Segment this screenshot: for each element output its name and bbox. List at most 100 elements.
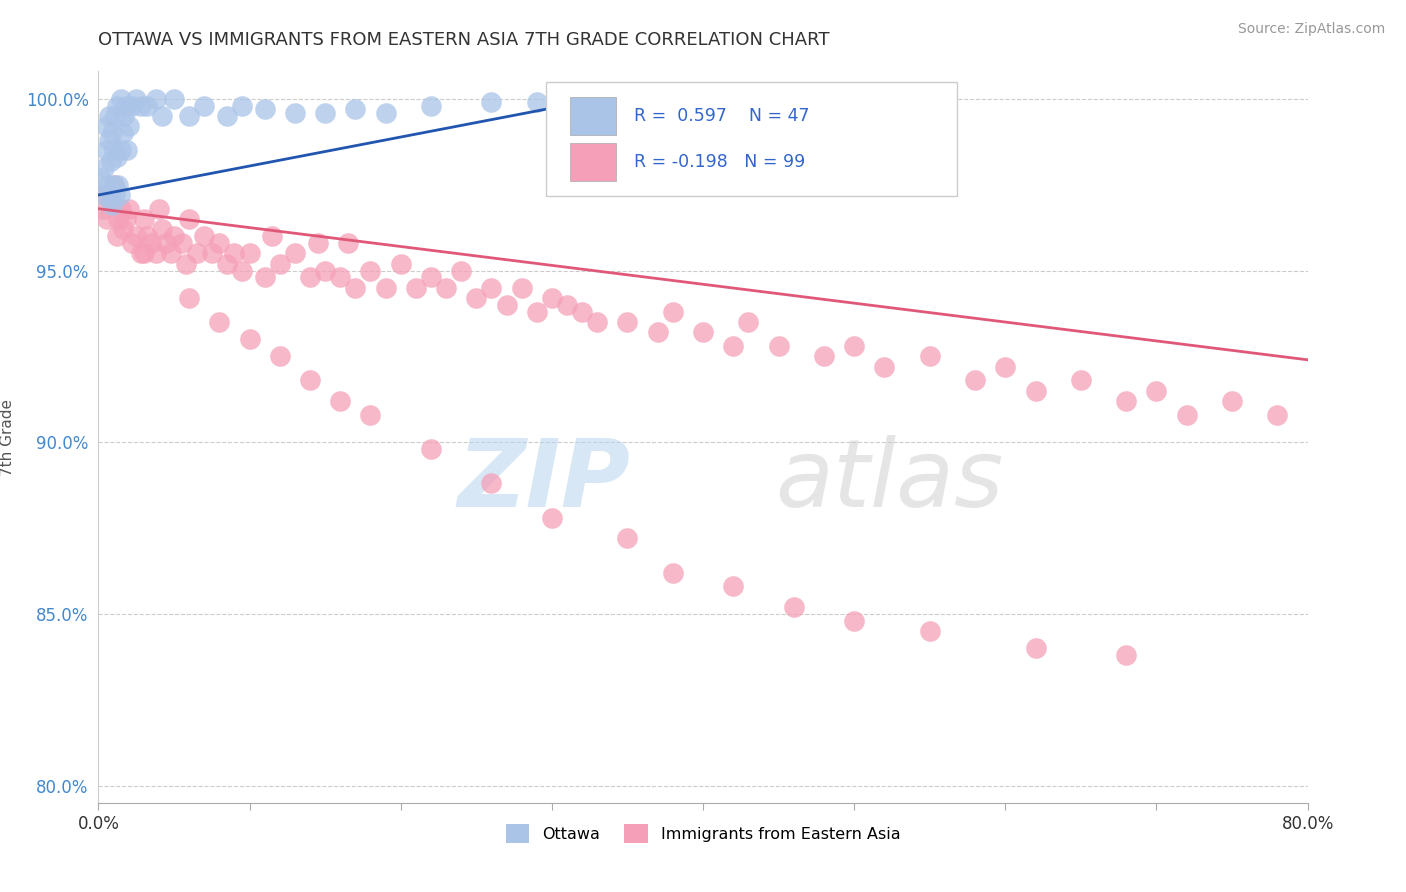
Point: [344, 102, 367, 116]
Point: [90, 170, 112, 185]
Point: [186, 246, 208, 260]
Point: [510, 281, 533, 295]
Point: [114, 98, 136, 112]
Point: [723, 579, 745, 593]
Point: [374, 105, 396, 120]
Point: [844, 339, 866, 353]
Point: [239, 332, 262, 346]
FancyBboxPatch shape: [569, 97, 616, 135]
Point: [110, 92, 132, 106]
Point: [994, 359, 1017, 374]
Point: [262, 229, 284, 244]
Point: [1115, 648, 1137, 662]
Point: [105, 229, 128, 244]
Point: [100, 153, 122, 168]
Point: [121, 98, 143, 112]
Point: [1267, 408, 1289, 422]
Point: [1070, 373, 1092, 387]
Point: [299, 373, 322, 387]
Point: [112, 109, 135, 123]
Point: [661, 566, 683, 580]
Point: [179, 212, 201, 227]
Point: [129, 246, 152, 260]
Text: ZIP: ZIP: [457, 435, 630, 527]
Point: [844, 614, 866, 628]
Point: [110, 202, 132, 216]
Point: [103, 144, 125, 158]
Point: [1220, 394, 1243, 409]
Point: [132, 246, 155, 260]
Point: [389, 257, 412, 271]
Point: [405, 281, 427, 295]
Point: [208, 315, 231, 329]
FancyBboxPatch shape: [546, 82, 957, 195]
Point: [420, 270, 443, 285]
Point: [135, 229, 157, 244]
Point: [91, 188, 114, 202]
Point: [94, 144, 117, 158]
Point: [132, 212, 155, 227]
Point: [918, 624, 941, 639]
Point: [91, 202, 114, 216]
Point: [160, 246, 183, 260]
Point: [555, 298, 578, 312]
Point: [526, 95, 548, 110]
Point: [103, 178, 125, 192]
Point: [215, 109, 238, 123]
Point: [526, 304, 548, 318]
Point: [94, 120, 117, 134]
Point: [145, 92, 167, 106]
Point: [96, 178, 118, 192]
Point: [344, 281, 367, 295]
Text: atlas: atlas: [776, 435, 1004, 526]
Point: [481, 476, 503, 491]
Point: [103, 178, 125, 192]
Point: [1024, 384, 1046, 398]
Point: [616, 532, 638, 546]
Point: [360, 408, 382, 422]
Point: [179, 109, 201, 123]
Point: [208, 235, 231, 250]
Point: [661, 304, 683, 318]
Point: [231, 263, 253, 277]
Point: [692, 326, 714, 340]
Point: [107, 212, 129, 227]
Point: [114, 212, 136, 227]
Point: [723, 339, 745, 353]
Point: [284, 246, 307, 260]
Point: [299, 270, 322, 285]
Point: [1115, 394, 1137, 409]
Point: [420, 98, 443, 112]
Point: [1175, 408, 1198, 422]
Point: [360, 263, 382, 277]
Point: [481, 281, 503, 295]
Point: [434, 281, 457, 295]
Point: [163, 92, 186, 106]
Point: [540, 291, 562, 305]
Point: [174, 257, 197, 271]
Point: [965, 373, 987, 387]
Point: [101, 126, 124, 140]
Point: [118, 120, 141, 134]
Point: [336, 235, 359, 250]
Point: [98, 133, 121, 147]
Point: [105, 98, 128, 112]
Point: [125, 92, 148, 106]
Text: R = -0.198   N = 99: R = -0.198 N = 99: [634, 153, 806, 171]
Point: [215, 257, 238, 271]
Point: [495, 298, 517, 312]
Point: [647, 326, 669, 340]
Text: OTTAWA VS IMMIGRANTS FROM EASTERN ASIA 7TH GRADE CORRELATION CHART: OTTAWA VS IMMIGRANTS FROM EASTERN ASIA 7…: [98, 31, 830, 49]
Point: [111, 126, 134, 140]
Point: [231, 98, 253, 112]
Point: [121, 235, 143, 250]
Point: [314, 105, 336, 120]
Point: [115, 144, 138, 158]
Point: [481, 95, 503, 110]
Point: [224, 246, 246, 260]
Point: [253, 270, 276, 285]
Point: [163, 229, 186, 244]
Point: [108, 188, 131, 202]
Point: [135, 98, 157, 112]
Point: [101, 198, 124, 212]
